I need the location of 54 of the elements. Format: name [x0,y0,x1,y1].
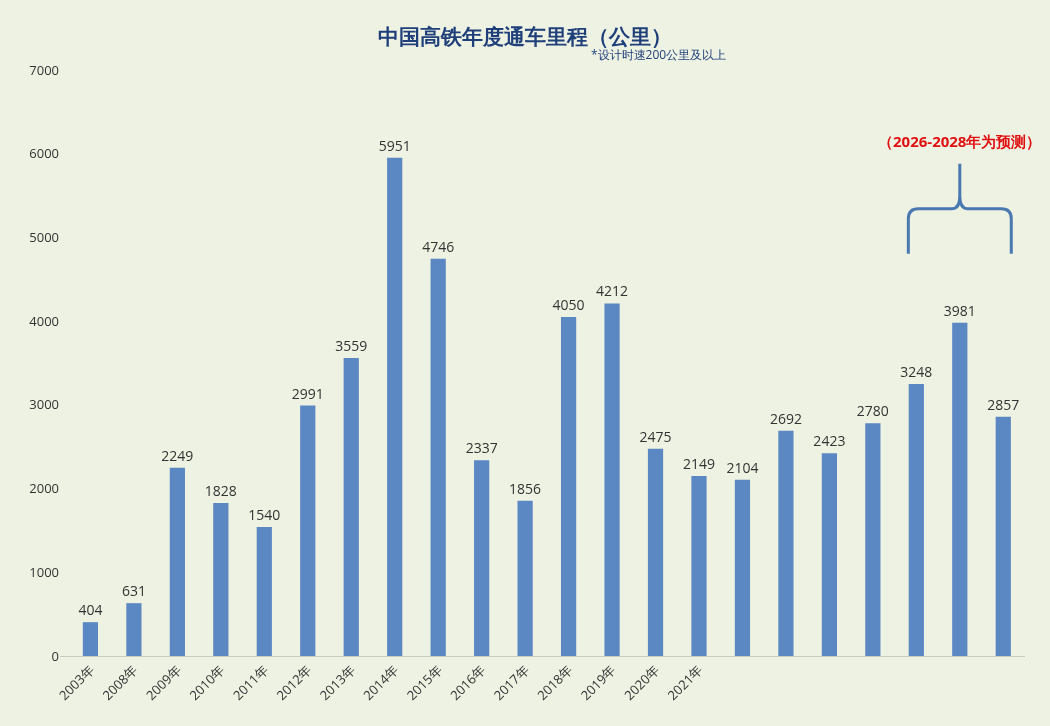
bar [908,384,924,656]
data-label: 2780 [856,401,889,421]
data-label: 2423 [813,431,846,451]
bar [169,467,185,656]
bar [734,479,751,656]
data-label: 2991 [291,383,324,403]
y-tick-label: 4000 [29,311,59,330]
bar [995,416,1011,656]
y-tick-label: 7000 [29,60,59,79]
data-label: 4746 [422,236,455,256]
data-label: 2475 [639,426,672,446]
bar [517,500,533,656]
y-tick-label: 2000 [29,479,59,498]
bar [256,527,272,656]
data-label: 2149 [682,454,715,474]
bar [952,322,968,656]
bar [343,358,359,656]
data-label: 3559 [335,336,368,356]
data-label: 1856 [509,478,542,498]
bar [647,448,664,656]
bar [560,316,577,656]
bar [387,157,403,656]
data-label: 2692 [769,408,802,428]
y-tick-label: 0 [51,646,59,665]
data-label: 2104 [726,457,759,477]
data-label: 1540 [248,505,281,525]
annotation: （2026-2028年为预测） [878,131,1042,151]
bar [865,423,881,656]
bar [474,460,490,656]
y-tick-label: 3000 [29,395,59,414]
data-label: 631 [121,581,146,601]
chart-title: 中国高铁年度通车里程（公里） [378,21,672,50]
bar [778,430,794,656]
y-tick-label: 6000 [29,144,59,163]
y-tick-label: 5000 [29,227,59,246]
data-label: 5951 [378,135,411,155]
data-label: 4212 [596,281,629,301]
bar [430,258,446,656]
data-label: 2857 [987,394,1020,414]
data-label: 3981 [943,300,976,320]
data-label: 404 [78,600,103,620]
data-label: 2249 [161,445,194,465]
data-label: 3248 [900,362,933,382]
data-label: 1828 [204,480,237,500]
bar [300,405,316,656]
bar [604,303,620,656]
data-label: 2337 [465,438,498,458]
data-label: 4050 [552,294,585,314]
bar [126,603,142,656]
bar [82,622,99,656]
y-tick-label: 1000 [29,562,59,581]
bar [821,453,837,656]
bar [691,476,707,656]
bar [213,502,229,656]
